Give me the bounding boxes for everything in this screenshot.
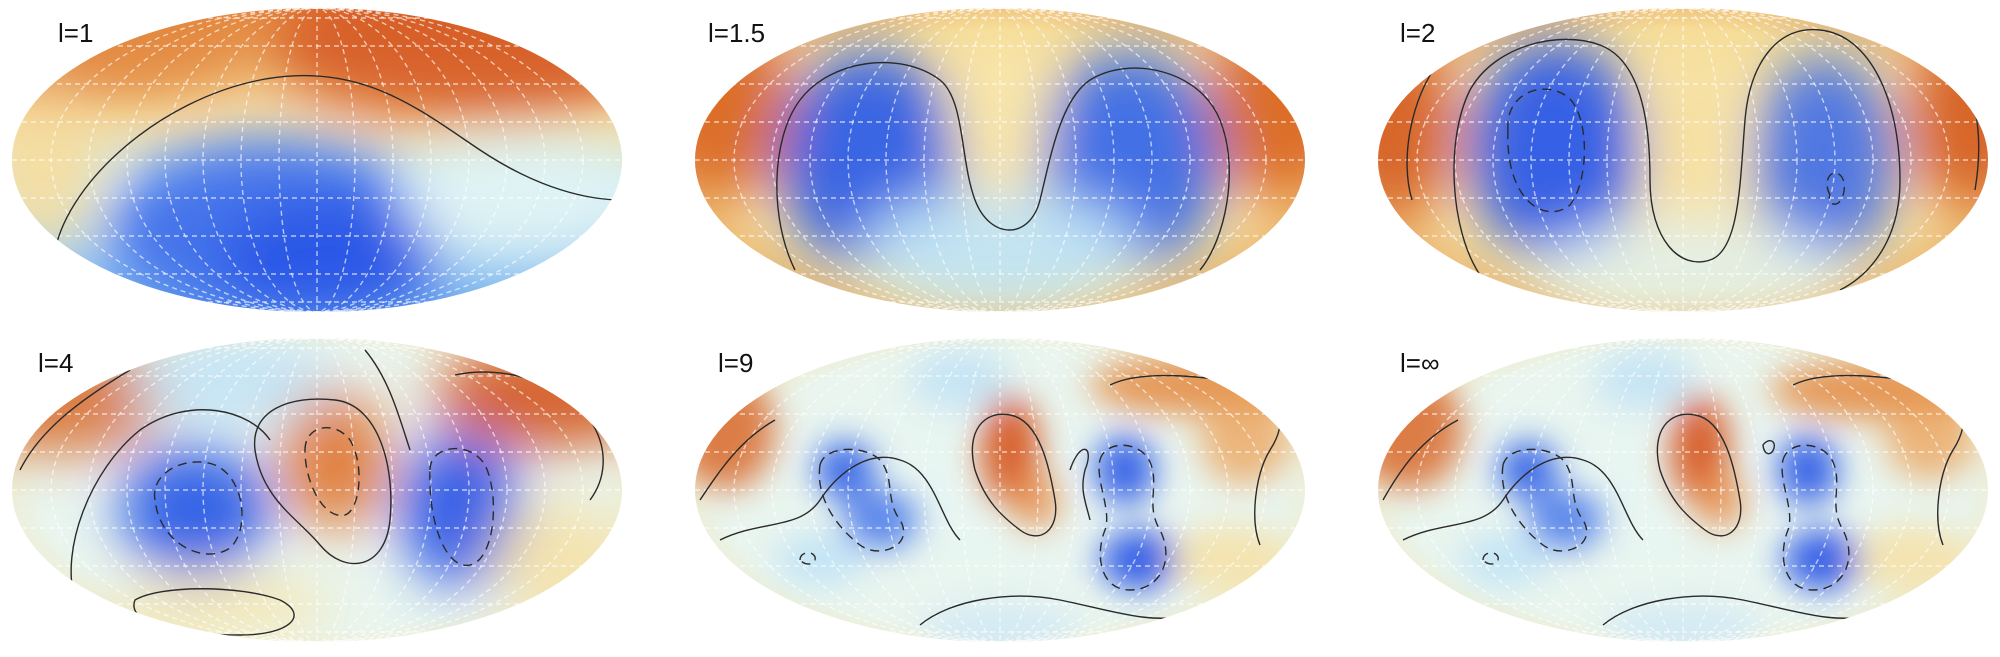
- panel-label: l=4: [38, 348, 73, 378]
- contour-line: [1482, 552, 1499, 565]
- contour-line: [1602, 595, 1874, 626]
- contour-line: [304, 427, 360, 517]
- contour-line: [1501, 448, 1588, 552]
- panel-l2: l=2: [1378, 8, 1988, 312]
- panel-l1: l=1: [12, 8, 622, 312]
- grid-lines: [1378, 8, 1988, 312]
- contour-line: [54, 74, 622, 251]
- grid-lines: [695, 338, 1305, 642]
- panel-l1-5: l=1.5: [695, 8, 1305, 312]
- contour-line: [699, 419, 776, 501]
- contour-line: [154, 461, 243, 555]
- panel-l4: l=4: [12, 338, 622, 642]
- contour-line: [1069, 448, 1091, 521]
- contour-line: [1507, 88, 1586, 213]
- contour-line: [429, 448, 495, 566]
- contour-line: [70, 409, 271, 601]
- contour-line: [364, 349, 411, 451]
- contour-line: [776, 61, 1230, 271]
- grid-lines: [12, 8, 622, 312]
- panel-label: l=9: [718, 348, 753, 378]
- contour-line: [19, 369, 131, 471]
- contour-line: [253, 398, 392, 565]
- contour-line: [919, 595, 1191, 626]
- contour-line: [799, 552, 816, 565]
- panel-label: l=∞: [1400, 348, 1440, 378]
- contour-line: [1382, 419, 1459, 501]
- grid-lines: [12, 338, 622, 642]
- panel-l9: l=9: [695, 338, 1305, 642]
- contour-line: [818, 448, 905, 552]
- panel-l-infinity: l=∞: [1378, 338, 1988, 642]
- contour-line: [719, 456, 961, 541]
- panel-label: l=2: [1400, 18, 1435, 48]
- contour-line: [1453, 28, 1901, 291]
- contour-line: [1402, 456, 1644, 541]
- contour-line: [1656, 413, 1742, 537]
- grid-lines: [695, 8, 1305, 312]
- contour-line: [1826, 172, 1846, 205]
- panel-label: l=1: [58, 18, 93, 48]
- contour-line: [1762, 440, 1776, 455]
- contour-line: [971, 413, 1057, 537]
- panel-label: l=1.5: [708, 18, 765, 48]
- grid-lines: [1378, 338, 1988, 642]
